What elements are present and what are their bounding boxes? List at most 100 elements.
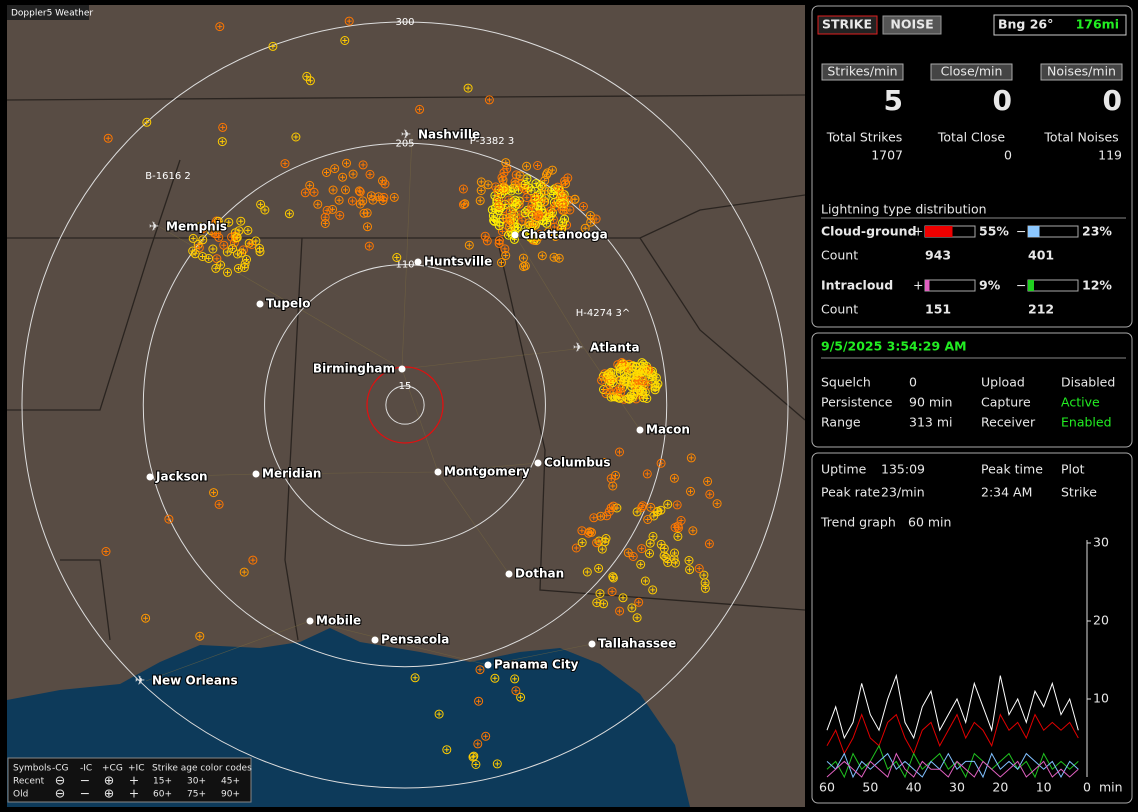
strike-ring [533,211,543,221]
strike-plus [330,187,336,193]
strike-ring [638,393,648,403]
strike-ring [634,597,644,607]
strike-ring [234,226,244,236]
strike-plus [485,182,491,188]
strike-plus [293,134,299,140]
strike-symbol [342,158,351,168]
airport-icon: ✈ [149,219,159,234]
strike-plus [690,528,696,534]
strike-plus [638,561,644,567]
strike-plus [701,572,707,578]
x-tick-label: 0 [1083,780,1091,795]
strike-plus [555,184,561,190]
strike-ring [563,173,573,183]
strike-ring [616,363,626,373]
strike-plus [621,379,627,385]
strike-ring [650,385,660,395]
strike-plus [522,210,528,216]
strike-ring [553,182,563,192]
trend-line [826,744,1079,779]
strike-symbol [537,251,547,261]
strike-symbol [684,556,694,565]
strike-symbol [354,186,364,196]
strike-symbol [638,359,648,369]
strike-plus [602,539,608,545]
strike-symbol [529,221,539,230]
strike-symbol [602,385,612,395]
strike-symbol [219,240,229,250]
station-id: B-1616 2 [145,171,190,182]
strike-plus [524,195,530,201]
y-tick-label: 20 [1093,613,1109,628]
strike-ring [389,192,399,202]
strike-ring [604,507,614,517]
stat-text: Strike [1061,485,1097,500]
strike-ring [663,499,673,509]
strike-ring [233,249,242,259]
legend-box [7,757,252,803]
strike-ring [522,193,532,203]
strike-symbol [700,583,710,593]
strike-plus [503,253,509,258]
title-tag [7,5,89,20]
strike-plus [477,198,483,204]
strike-plus [483,733,489,739]
strike-ring [313,199,323,209]
strike-plus [478,188,484,193]
strike-plus [381,194,387,200]
strike-ring [342,158,351,168]
city-label: Macon [646,423,690,437]
strike-symbol [634,597,644,607]
strike-ring [618,593,628,603]
strike-ring [594,563,604,573]
strike-plus [143,615,149,621]
city-label: Montgomery [444,465,530,479]
strike-ring [623,548,633,558]
noise-button[interactable] [882,15,942,35]
strike-plus [665,501,671,507]
strike-symbol [632,507,642,517]
strike-plus [360,198,366,204]
strike-symbol [389,192,399,202]
strike-symbol [198,235,208,245]
strike-ring [354,186,364,196]
strike-symbol [347,196,357,206]
strike-symbol [210,229,220,239]
strike-symbol [358,160,368,170]
strike-symbol [473,739,483,749]
strike-plus [502,246,508,252]
strike-symbol [531,193,541,202]
city-label: Birmingham [313,362,395,376]
percent: 9% [979,278,1001,293]
strike-plus [531,223,537,228]
airport-icon: ✈ [401,127,411,142]
trend-line [826,752,1079,779]
strike-ring [511,686,521,696]
strike-ring [510,180,520,190]
age-code: 60+ [153,790,172,800]
strike-symbol [659,544,669,553]
strike-ring [646,502,656,512]
ring-label: 300 [395,17,414,28]
legend-text: Old [13,790,28,800]
strike-button[interactable] [817,15,878,35]
strike-plus [382,181,388,187]
legend-type: +IC [128,764,144,774]
strike-plus [640,361,646,367]
strike-ring [586,217,596,227]
strike-symbol [330,164,340,174]
strike-plus [436,711,442,717]
strike-ring [558,201,568,211]
strike-plus [221,242,227,248]
trend-line [826,752,1079,778]
strike-ring [559,199,569,209]
strike-ring [204,254,214,263]
strike-plus [526,220,532,226]
strike-ring [338,172,348,182]
strike-plus [633,364,639,370]
age-code: 30+ [187,777,206,787]
strike-plus [302,190,308,196]
strike-ring [615,606,625,616]
range-ring [21,21,789,789]
